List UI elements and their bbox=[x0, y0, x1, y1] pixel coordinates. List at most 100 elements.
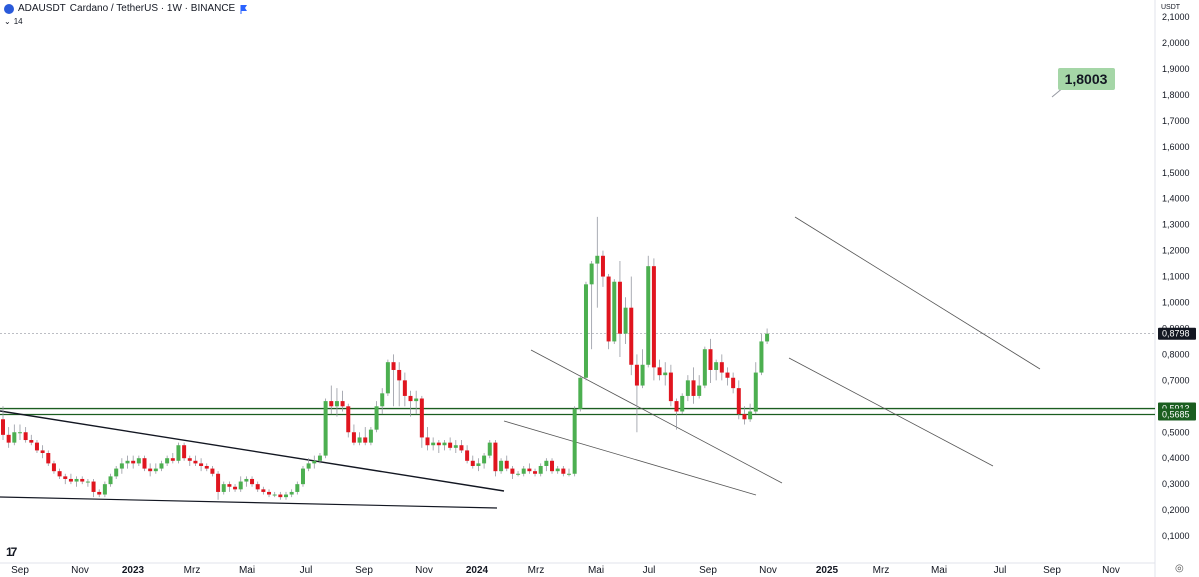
candle-body[interactable] bbox=[612, 281, 617, 342]
candle-body[interactable] bbox=[40, 450, 45, 454]
candle-body[interactable] bbox=[176, 445, 181, 461]
candle-body[interactable] bbox=[108, 476, 113, 485]
candle-body[interactable] bbox=[91, 481, 96, 492]
candle-body[interactable] bbox=[402, 380, 407, 396]
candle-body[interactable] bbox=[561, 468, 566, 474]
candle-body[interactable] bbox=[436, 442, 441, 446]
candle-body[interactable] bbox=[736, 388, 741, 415]
candle-body[interactable] bbox=[606, 276, 611, 342]
candle-body[interactable] bbox=[544, 460, 549, 466]
support-badge-lower-box[interactable] bbox=[1158, 408, 1196, 421]
candle-body[interactable] bbox=[657, 367, 662, 376]
candle-body[interactable] bbox=[629, 307, 634, 365]
indicator-toggle[interactable]: ⌄ 14 bbox=[4, 17, 23, 26]
candle-body[interactable] bbox=[238, 481, 243, 490]
candle-body[interactable] bbox=[550, 460, 555, 472]
trend-line-3[interactable] bbox=[503, 420, 757, 496]
candle-body[interactable] bbox=[204, 465, 209, 469]
candle-body[interactable] bbox=[63, 476, 68, 479]
candle-body[interactable] bbox=[148, 468, 153, 472]
candle-body[interactable] bbox=[295, 484, 300, 492]
candle-body[interactable] bbox=[663, 372, 668, 376]
trend-line-1[interactable] bbox=[0, 496, 498, 509]
candle-body[interactable] bbox=[759, 341, 764, 373]
candle-body[interactable] bbox=[142, 458, 147, 469]
candle-body[interactable] bbox=[317, 455, 322, 461]
candle-body[interactable] bbox=[646, 266, 651, 365]
candle-body[interactable] bbox=[431, 442, 436, 446]
candle-body[interactable] bbox=[125, 460, 130, 464]
candle-body[interactable] bbox=[589, 263, 594, 285]
candle-body[interactable] bbox=[516, 473, 521, 475]
candle-body[interactable] bbox=[680, 395, 685, 412]
candle-body[interactable] bbox=[199, 463, 204, 466]
candle-body[interactable] bbox=[385, 362, 390, 394]
candle-body[interactable] bbox=[289, 491, 294, 495]
candle-body[interactable] bbox=[555, 468, 560, 472]
candle-body[interactable] bbox=[6, 434, 11, 443]
candle-body[interactable] bbox=[397, 369, 402, 381]
candle-body[interactable] bbox=[102, 484, 107, 495]
candle-body[interactable] bbox=[640, 364, 645, 386]
symbol-name[interactable]: ADAUSDT bbox=[18, 3, 66, 14]
gear-icon[interactable]: ◎ bbox=[1175, 563, 1184, 574]
candle-body[interactable] bbox=[719, 362, 724, 373]
candle-body[interactable] bbox=[85, 481, 90, 483]
candle-body[interactable] bbox=[521, 468, 526, 474]
candle-body[interactable] bbox=[340, 401, 345, 407]
candle-body[interactable] bbox=[159, 463, 164, 469]
candle-body[interactable] bbox=[131, 460, 136, 464]
candle-body[interactable] bbox=[329, 401, 334, 407]
candle-body[interactable] bbox=[504, 460, 509, 469]
candle-body[interactable] bbox=[323, 401, 328, 456]
candle-body[interactable] bbox=[261, 489, 266, 492]
candle-body[interactable] bbox=[216, 473, 221, 492]
candle-body[interactable] bbox=[221, 484, 226, 492]
candle-body[interactable] bbox=[119, 463, 124, 469]
candle-body[interactable] bbox=[634, 364, 639, 386]
candle-body[interactable] bbox=[1, 419, 5, 435]
candle-body[interactable] bbox=[487, 442, 492, 456]
candle-body[interactable] bbox=[210, 468, 215, 474]
candle-body[interactable] bbox=[482, 455, 487, 464]
candle-body[interactable] bbox=[306, 463, 311, 469]
candle-body[interactable] bbox=[725, 372, 730, 378]
candle-body[interactable] bbox=[187, 458, 192, 461]
candle-body[interactable] bbox=[80, 478, 85, 482]
candle-body[interactable] bbox=[442, 442, 447, 446]
candle-body[interactable] bbox=[578, 377, 583, 409]
candle-body[interactable] bbox=[23, 432, 28, 441]
candle-body[interactable] bbox=[351, 432, 356, 443]
candle-body[interactable] bbox=[368, 429, 373, 443]
candle-body[interactable] bbox=[459, 445, 464, 451]
candle-body[interactable] bbox=[465, 450, 470, 461]
candle-body[interactable] bbox=[312, 460, 317, 464]
candle-body[interactable] bbox=[267, 491, 272, 495]
candle-body[interactable] bbox=[170, 458, 175, 461]
candle-body[interactable] bbox=[374, 406, 379, 430]
candle-body[interactable] bbox=[153, 468, 158, 472]
candle-body[interactable] bbox=[702, 349, 707, 386]
candle-body[interactable] bbox=[572, 408, 577, 474]
candle-body[interactable] bbox=[419, 398, 424, 438]
chevron-down-icon[interactable]: ⌄ bbox=[4, 17, 11, 26]
candle-body[interactable] bbox=[448, 442, 453, 448]
candle-body[interactable] bbox=[714, 362, 719, 370]
candle-body[interactable] bbox=[476, 463, 481, 466]
candle-body[interactable] bbox=[68, 478, 73, 482]
candle-body[interactable] bbox=[272, 494, 277, 496]
candle-body[interactable] bbox=[278, 494, 283, 498]
candle-body[interactable] bbox=[165, 458, 170, 464]
candle-body[interactable] bbox=[29, 440, 34, 443]
candle-body[interactable] bbox=[414, 398, 419, 402]
candle-body[interactable] bbox=[227, 484, 232, 487]
candle-body[interactable] bbox=[617, 281, 622, 334]
candle-body[interactable] bbox=[731, 377, 736, 389]
candle-body[interactable] bbox=[244, 478, 249, 482]
candle-body[interactable] bbox=[425, 437, 430, 446]
candle-body[interactable] bbox=[533, 471, 538, 474]
candle-body[interactable] bbox=[346, 406, 351, 433]
candle-body[interactable] bbox=[567, 473, 571, 475]
candle-body[interactable] bbox=[600, 255, 605, 277]
